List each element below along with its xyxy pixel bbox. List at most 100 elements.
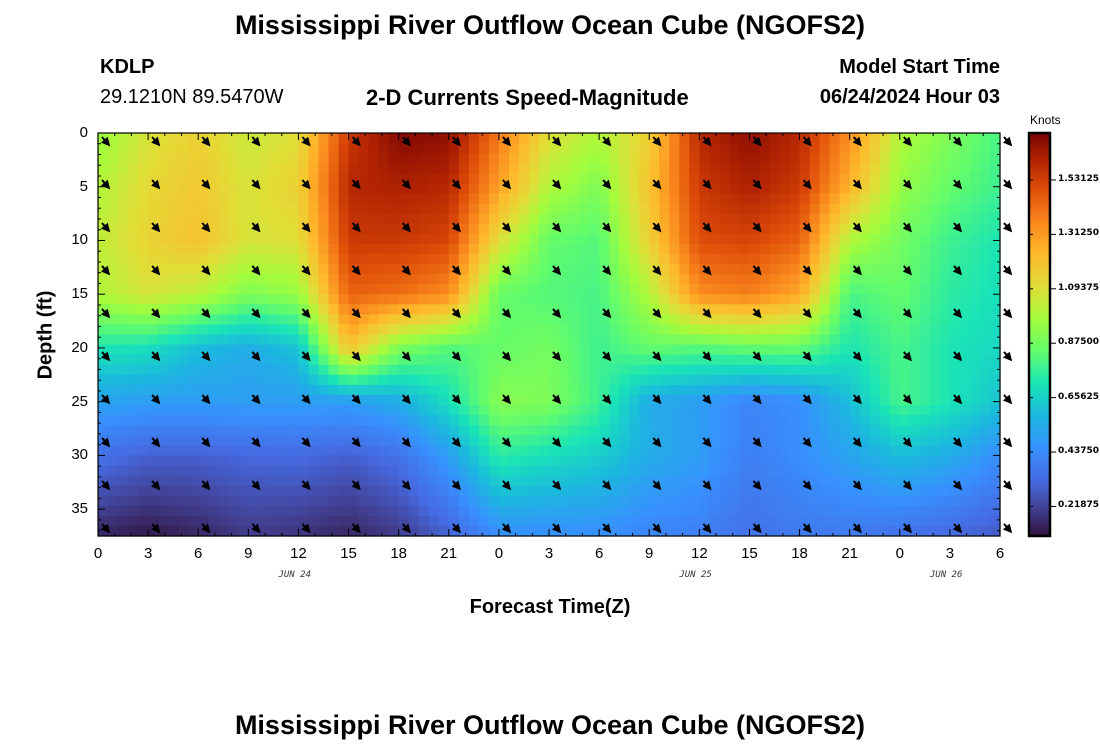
heatmap-cell [248, 445, 259, 456]
current-vector [251, 394, 261, 405]
heatmap-cell [609, 263, 620, 275]
heatmap-cell [719, 324, 730, 336]
colorbar-segment [1029, 331, 1050, 336]
current-vector [301, 351, 311, 362]
current-vector [852, 480, 862, 491]
x-tick-label: 6 [995, 545, 1005, 562]
heatmap-cell [418, 405, 430, 416]
heatmap-cell [158, 344, 169, 356]
heatmap-cell [108, 253, 119, 265]
heatmap-cell [468, 344, 480, 356]
heatmap-cell [679, 435, 690, 446]
heatmap-cell [959, 465, 971, 477]
heatmap-cell [228, 475, 239, 487]
heatmap-cell [819, 223, 831, 235]
heatmap-cell [488, 314, 500, 326]
colorbar-segment [1029, 136, 1050, 141]
heatmap-cell [879, 394, 891, 406]
heatmap-cell [168, 455, 179, 467]
heatmap-cell [689, 354, 700, 366]
heatmap-cell [989, 354, 1001, 366]
heatmap-cell [679, 284, 690, 295]
heatmap-cell [649, 284, 660, 295]
heatmap-cell [178, 223, 189, 235]
heatmap-cell [739, 374, 751, 386]
heatmap-cell [849, 243, 861, 255]
colorbar-segment [1029, 502, 1050, 507]
heatmap-cell [859, 304, 871, 315]
heatmap-cell [108, 233, 119, 245]
heatmap-cell [178, 364, 189, 376]
heatmap-cell [328, 284, 340, 295]
colorbar-segment [1029, 337, 1050, 342]
heatmap-cell [118, 405, 129, 416]
heatmap-cell [468, 294, 480, 305]
heatmap-cell [869, 163, 881, 174]
heatmap-cell [759, 445, 771, 456]
heatmap-cell [989, 233, 1001, 245]
heatmap-cell [458, 515, 470, 527]
heatmap-cell [689, 213, 700, 225]
heatmap-cell [889, 284, 901, 295]
heatmap-cell [398, 515, 410, 527]
heatmap-cell [418, 163, 430, 174]
heatmap-cell [799, 455, 811, 467]
heatmap-cell [508, 525, 520, 537]
heatmap-cell [458, 384, 470, 396]
heatmap-cell [378, 284, 390, 295]
heatmap-cell [158, 233, 169, 245]
heatmap-cell [689, 505, 700, 517]
heatmap-cell [118, 153, 129, 164]
heatmap-cell [338, 374, 350, 386]
current-vector [100, 136, 111, 147]
heatmap-cell [959, 233, 971, 245]
heatmap-cell [338, 445, 350, 456]
heatmap-cell [619, 394, 630, 406]
heatmap-cell [739, 153, 751, 164]
heatmap-cell [268, 374, 279, 386]
heatmap-cell [639, 324, 650, 336]
heatmap-cell [589, 525, 600, 537]
heatmap-cell [528, 183, 540, 195]
heatmap-cell [749, 384, 761, 396]
heatmap-cell [809, 344, 821, 356]
heatmap-cell [669, 465, 680, 477]
heatmap-cell [849, 455, 861, 467]
heatmap-cell [518, 415, 530, 426]
heatmap-cell [579, 304, 590, 315]
heatmap-cell [308, 243, 320, 255]
heatmap-cell [819, 294, 831, 305]
heatmap-cell [569, 233, 580, 245]
heatmap-cell [538, 263, 550, 275]
heatmap-cell [799, 334, 811, 346]
heatmap-cell [438, 143, 450, 154]
heatmap-cell [769, 143, 781, 154]
y-tick-label: 5 [79, 177, 88, 195]
heatmap-cell [869, 505, 881, 517]
heatmap-cell [328, 334, 340, 346]
heatmap-cell [538, 153, 550, 164]
heatmap-cell [739, 324, 751, 336]
heatmap-cell [849, 364, 861, 376]
colorbar-segment [1029, 391, 1050, 396]
heatmap-cell [619, 203, 630, 215]
heatmap-cell [118, 263, 129, 275]
heatmap-cell [438, 435, 450, 446]
heatmap-cell [979, 495, 991, 507]
heatmap-cell [759, 163, 771, 174]
heatmap-cell [719, 143, 730, 154]
heatmap-cell [879, 405, 891, 416]
heatmap-cell [278, 415, 290, 426]
heatmap-cell [669, 153, 680, 164]
heatmap-cell [699, 284, 710, 295]
heatmap-cell [218, 475, 229, 487]
heatmap-cell [629, 435, 640, 446]
heatmap-cell [408, 193, 420, 205]
current-vector [451, 437, 461, 448]
heatmap-cell [779, 415, 791, 426]
heatmap-cell [318, 505, 330, 517]
heatmap-cell [508, 193, 520, 205]
heatmap-cell [328, 344, 340, 356]
heatmap-cell [919, 193, 931, 205]
heatmap-cell [979, 515, 991, 527]
